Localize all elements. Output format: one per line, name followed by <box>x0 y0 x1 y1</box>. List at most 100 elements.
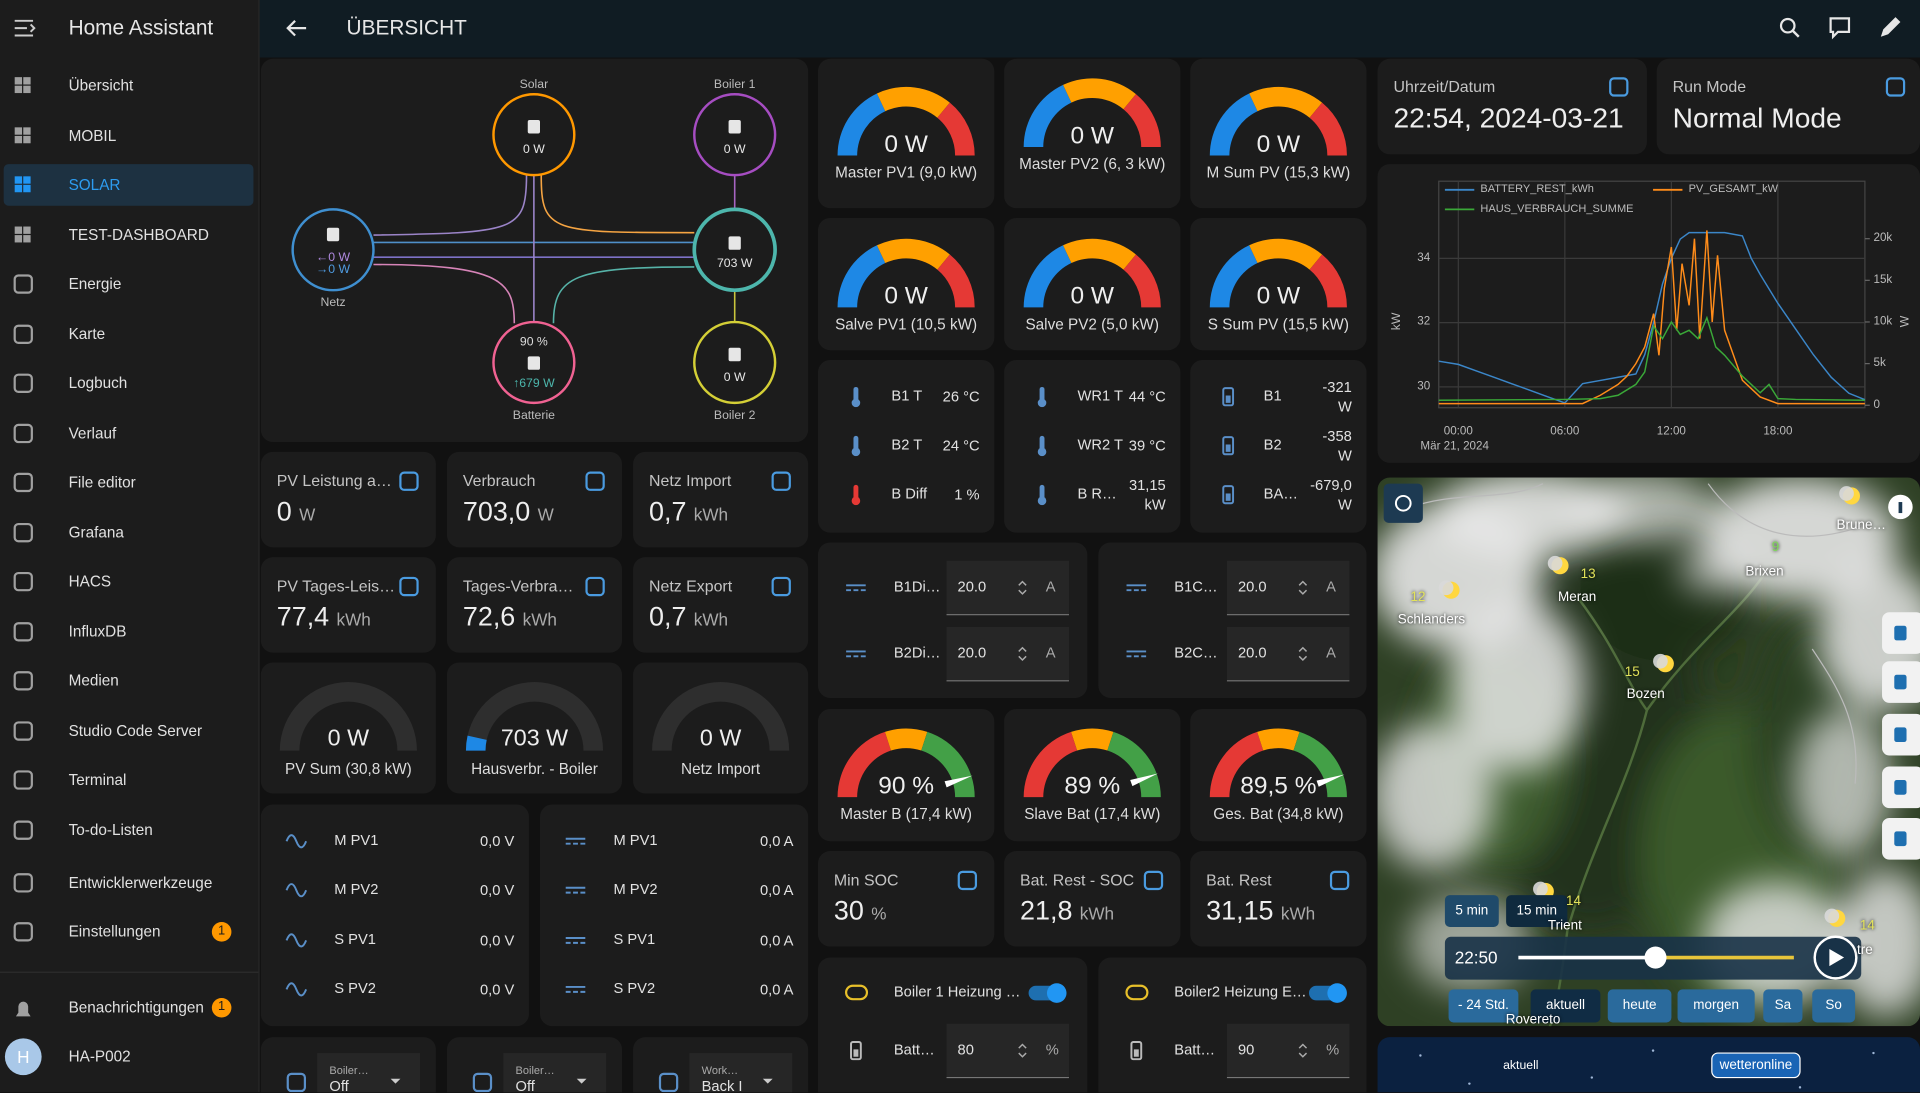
nav-item[interactable]: Medien <box>68 672 119 690</box>
icon <box>1222 387 1235 407</box>
menu-icon <box>14 19 36 37</box>
unit: kWh <box>1280 903 1316 924</box>
entity-name: B Diff <box>891 485 928 503</box>
avatar <box>4 1038 42 1076</box>
icon <box>13 671 33 691</box>
place-name: Bozen <box>1626 686 1665 702</box>
input-field <box>946 1023 1069 1078</box>
entity-name: S PV1 <box>334 930 376 948</box>
entity-name: B1 T <box>891 387 923 405</box>
cloud <box>1793 710 1892 858</box>
icon <box>565 837 586 845</box>
nav-item[interactable]: SOLAR <box>68 176 121 194</box>
legend-label: HAUS_VERBRAUCH_SUMME <box>1480 202 1634 215</box>
edit-icon <box>1880 17 1901 37</box>
node-icon <box>728 347 741 362</box>
gauge-segment <box>937 102 975 156</box>
nav-item[interactable]: Karte <box>68 325 106 343</box>
input-field <box>1226 560 1350 615</box>
entity-value: 26 °C <box>942 388 980 406</box>
unit: W <box>537 504 554 525</box>
day-label[interactable]: Sa <box>1774 997 1792 1013</box>
day-label[interactable]: - 24 Std. <box>1458 997 1509 1013</box>
gauge-segment <box>1257 728 1300 751</box>
entity-value: -321 W <box>1322 378 1352 416</box>
y2-tick-label: 20k <box>1873 231 1893 245</box>
nav-item[interactable]: Studio Code Server <box>68 722 203 740</box>
y2-axis-label: W <box>1898 315 1913 327</box>
step-label[interactable]: 15 min <box>1516 903 1557 919</box>
map-tool-icon <box>1894 831 1907 847</box>
nav-item[interactable]: InfluxDB <box>68 623 127 641</box>
entity-name: B2 <box>1263 436 1282 454</box>
y2-tick-label: 10k <box>1873 314 1893 328</box>
cloud <box>1451 600 1586 772</box>
gauge-name: Salve PV1 (10,5 kW) <box>835 315 978 334</box>
nav-item[interactable]: Benachrichtigungen <box>68 999 204 1017</box>
entity-name: S PV2 <box>613 979 656 997</box>
icon <box>23 226 31 234</box>
nav-item[interactable]: To-do-Listen <box>68 821 153 839</box>
gauge-segment <box>837 245 886 308</box>
caret <box>762 1078 773 1084</box>
select-box <box>689 1053 793 1093</box>
value: 30 <box>833 895 864 926</box>
card <box>1190 217 1367 351</box>
node-value: 90 % <box>519 334 548 349</box>
icon <box>13 423 33 444</box>
card <box>817 217 995 351</box>
nav-item[interactable]: Übersicht <box>68 76 134 95</box>
day-label[interactable]: heute <box>1622 997 1657 1013</box>
gauge-segment <box>1309 102 1347 156</box>
place-name: Meran <box>1558 590 1597 605</box>
moon-cut <box>1653 653 1668 669</box>
day-label[interactable]: So <box>1825 997 1842 1013</box>
icon <box>771 576 791 597</box>
logo-box <box>1711 1052 1801 1079</box>
nav-item[interactable]: Entwicklerwerkzeuge <box>68 874 213 892</box>
nav-item[interactable]: Terminal <box>68 771 127 789</box>
icon <box>1039 484 1045 500</box>
flow-line <box>373 263 516 324</box>
icon <box>14 235 23 243</box>
nav-item[interactable]: File editor <box>68 473 136 491</box>
series-line <box>1438 231 1866 404</box>
card <box>1190 58 1367 209</box>
icon <box>851 447 861 457</box>
nav-item[interactable]: Logbuch <box>68 374 128 392</box>
value: 72,6 <box>462 601 516 632</box>
nav-item[interactable]: Verlauf <box>68 424 117 442</box>
gauge-name: PV Sum (30,8 kW) <box>285 760 412 778</box>
icon <box>957 870 978 891</box>
cloud <box>1567 477 1715 543</box>
caret <box>390 1078 401 1084</box>
nav-item[interactable]: Einstellungen <box>68 923 161 941</box>
gauge-name: S Sum PV (15,5 kW) <box>1207 315 1349 334</box>
nav-item[interactable]: HACS <box>68 572 112 591</box>
node-icon <box>527 120 541 134</box>
day-label[interactable]: morgen <box>1693 997 1739 1013</box>
icon <box>23 127 31 135</box>
input-unit: % <box>1326 1041 1340 1059</box>
icon <box>1885 77 1906 97</box>
badge-count: 1 <box>218 999 226 1015</box>
entity-value: 1 % <box>954 486 980 504</box>
icon <box>13 873 33 893</box>
value: 0,7 <box>648 601 687 632</box>
step-label[interactable]: 5 min <box>1455 903 1489 919</box>
value: 77,4 <box>276 601 330 632</box>
nav-item[interactable]: MOBIL <box>68 127 117 145</box>
nav-item[interactable]: Energie <box>68 275 122 293</box>
number-name: B1Di… <box>893 578 941 596</box>
gauge-segment <box>1063 78 1136 110</box>
icon <box>13 770 33 790</box>
gauge-segment <box>876 86 950 118</box>
nav-item[interactable]: Grafana <box>68 523 124 542</box>
icon <box>14 127 23 135</box>
day-label[interactable]: aktuell <box>1546 997 1585 1013</box>
card <box>633 451 809 548</box>
gauge-name: Slave Bat (17,4 kW) <box>1024 805 1161 823</box>
nav-item[interactable]: TEST-DASHBOARD <box>68 226 209 244</box>
